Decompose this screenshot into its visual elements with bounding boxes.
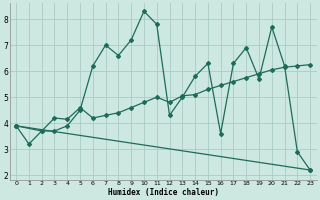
X-axis label: Humidex (Indice chaleur): Humidex (Indice chaleur) <box>108 188 219 197</box>
